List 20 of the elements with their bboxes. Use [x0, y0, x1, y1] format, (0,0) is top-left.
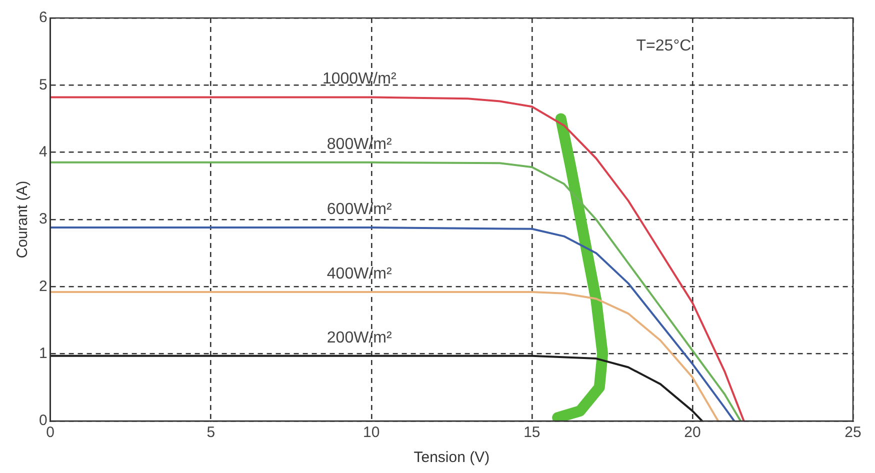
x-tick-label: 10: [363, 424, 380, 442]
x-axis-title: Tension (V): [414, 449, 490, 466]
x-tick-label: 20: [684, 424, 701, 442]
series-label: 1000W/m²: [322, 70, 397, 88]
y-tick-label: 0: [39, 412, 48, 430]
y-tick-label: 5: [39, 76, 48, 94]
y-tick-label: 4: [39, 143, 48, 160]
series-label: 400W/m²: [326, 265, 392, 282]
annotation: T=25°C: [636, 37, 692, 54]
y-tick-label: 1: [39, 344, 48, 362]
series-label: 200W/m²: [326, 329, 392, 346]
y-tick-label: 6: [39, 9, 48, 26]
y-tick-label: 3: [39, 210, 48, 228]
x-tick-label: 15: [524, 424, 540, 442]
series-label: 600W/m²: [326, 200, 392, 218]
x-tick-label: 5: [206, 424, 216, 442]
series-label: 800W/m²: [326, 136, 392, 153]
x-tick-label: 25: [844, 424, 862, 442]
y-axis-title: Courant (A): [14, 180, 32, 258]
y-tick-label: 2: [39, 278, 48, 295]
